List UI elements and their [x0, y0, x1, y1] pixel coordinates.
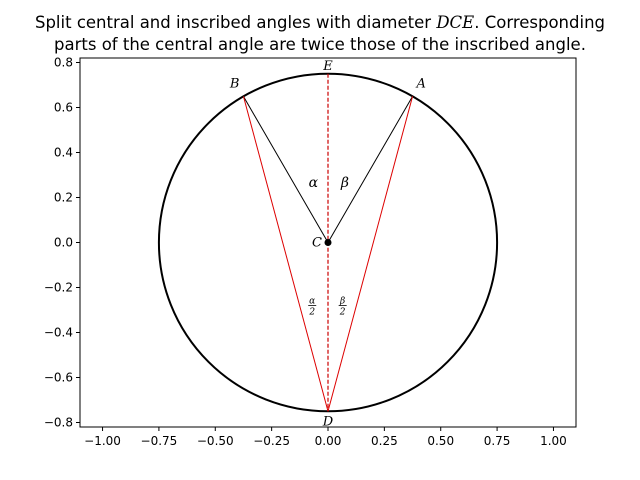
x-tick-label: −0.25 — [253, 434, 290, 448]
point-label-E: E — [322, 59, 333, 74]
chart-title-line1: Split central and inscribed angles with … — [35, 13, 605, 32]
angle-label-beta: β — [340, 175, 349, 191]
title-line1-post: . Corresponding — [474, 13, 605, 32]
x-tick-label: 1.00 — [540, 434, 567, 448]
x-tick-label: 0.50 — [427, 434, 454, 448]
chart-title-line2: parts of the central angle are twice tho… — [54, 35, 586, 54]
y-tick-label: 0.4 — [54, 146, 73, 160]
point-label-B: B — [229, 76, 240, 91]
x-axis: −1.00 −0.75 −0.50 −0.25 0.00 0.25 0.50 0.75 1.00 — [84, 427, 567, 448]
inscribed-segment-DA — [327, 96, 414, 412]
y-axis: −0.8 −0.6 −0.4 −0.2 0.0 0.2 0.4 0.6 0.8 — [44, 56, 80, 430]
x-tick-label: 0.00 — [315, 434, 342, 448]
central-segment-CB — [243, 96, 329, 243]
central-segment-CA — [327, 96, 413, 243]
y-tick-label: −0.8 — [44, 416, 73, 430]
x-tick-label: −1.00 — [84, 434, 121, 448]
angle-label-beta-half-numerator: β — [339, 297, 345, 307]
point-label-A: A — [416, 76, 426, 91]
y-tick-label: 0.6 — [54, 101, 73, 115]
title-line1-pre: Split central and inscribed angles with … — [35, 13, 436, 32]
inscribed-segment-DB — [242, 96, 329, 412]
y-tick-label: −0.6 — [44, 371, 73, 385]
x-tick-label: 0.75 — [484, 434, 511, 448]
angle-label-alpha-half-denominator: 2 — [308, 308, 315, 318]
angle-label-beta-half-denominator: 2 — [339, 308, 346, 318]
point-label-D: D — [322, 414, 334, 429]
y-tick-label: 0.2 — [54, 191, 73, 205]
center-point-C — [324, 239, 332, 246]
point-label-C: C — [312, 236, 322, 251]
x-tick-label: −0.50 — [197, 434, 234, 448]
x-tick-label: 0.25 — [371, 434, 398, 448]
y-tick-label: −0.4 — [44, 326, 73, 340]
title-line1-math: DCE — [435, 13, 474, 32]
y-tick-label: −0.2 — [44, 281, 73, 295]
x-tick-label: −0.75 — [141, 434, 178, 448]
y-tick-label: 0.8 — [54, 56, 73, 70]
y-tick-label: 0.0 — [54, 236, 73, 250]
angle-label-alpha-half-numerator: α — [309, 297, 315, 307]
angle-label-alpha: α — [309, 175, 319, 191]
